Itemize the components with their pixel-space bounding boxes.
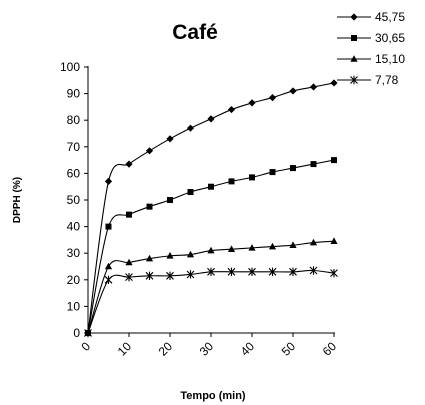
y-tick-label: 40 (67, 220, 81, 234)
data-point (207, 115, 215, 123)
x-tick-label: 10 (115, 339, 135, 359)
data-point (105, 223, 112, 230)
data-point (330, 268, 338, 278)
data-point (208, 183, 214, 190)
x-axis-label: Tempo (min) (180, 390, 246, 402)
series-line (87, 240, 335, 334)
y-tick-label: 20 (67, 273, 81, 287)
data-point (207, 246, 215, 254)
y-tick-label: 10 (67, 299, 81, 313)
x-tick-label: 60 (320, 339, 340, 359)
legend-label: 30,65 (375, 31, 405, 45)
data-point (104, 177, 113, 185)
data-point (249, 174, 255, 181)
y-tick-label: 80 (67, 113, 81, 127)
data-point (104, 262, 113, 270)
x-tick-label: 30 (197, 339, 217, 359)
legend: 45,75 30,65 15,10 7,78 (337, 10, 405, 87)
data-point (268, 267, 277, 277)
data-point (330, 237, 338, 245)
y-tick-label: 90 (67, 87, 81, 101)
series-line (87, 269, 335, 334)
data-point (309, 83, 318, 91)
data-point (207, 267, 215, 277)
data-point (166, 252, 174, 259)
series-45,75 (84, 79, 338, 337)
data-point (289, 241, 297, 249)
legend-item: 7,78 (337, 73, 399, 87)
data-point (186, 250, 195, 258)
y-tick-label: 100 (60, 60, 80, 74)
data-point (166, 271, 174, 281)
data-point (187, 189, 194, 196)
x-tick-label: 50 (279, 339, 299, 359)
data-point (268, 242, 277, 250)
data-point (310, 161, 317, 168)
data-point (331, 157, 337, 164)
data-point (248, 99, 256, 107)
data-point (167, 197, 173, 203)
y-tick-label: 70 (67, 140, 81, 154)
legend-item: 15,10 (337, 52, 405, 66)
data-point (104, 275, 113, 284)
data-point (145, 271, 154, 281)
data-point (125, 258, 133, 266)
series-15,10 (84, 237, 338, 336)
legend-item: 45,75 (337, 10, 405, 24)
y-axis-label: DPPH (%) (12, 177, 23, 223)
series-30,65 (85, 157, 337, 336)
data-point (248, 244, 256, 251)
data-point (126, 211, 132, 218)
y-tick-label: 60 (67, 166, 81, 180)
data-point (269, 169, 276, 176)
data-point (290, 165, 296, 172)
plot-area: 0 10 20 30 40 50 60 70 80 90 100 0 10 20 30 40 50 60 (60, 60, 339, 359)
data-point (227, 105, 236, 114)
data-point (309, 238, 318, 246)
data-point (227, 267, 236, 277)
data-point (145, 147, 154, 155)
legend-marker (350, 55, 358, 62)
legend-label: 15,10 (375, 52, 405, 66)
data-point (145, 254, 154, 262)
x-tick-label: 20 (156, 339, 176, 359)
x-tick-label: 0 (78, 339, 93, 354)
legend-marker (350, 75, 358, 85)
legend-marker (350, 13, 358, 21)
data-point (166, 135, 174, 143)
data-point (125, 160, 133, 168)
data-point (186, 270, 195, 279)
x-tick-label: 40 (238, 339, 258, 359)
y-tick-label: 0 (73, 326, 80, 340)
series-7,78 (84, 266, 338, 338)
chart-title: Café (172, 21, 218, 44)
data-point (125, 272, 133, 282)
data-point (289, 87, 297, 95)
data-point (228, 178, 235, 185)
data-point (227, 245, 236, 253)
data-point (309, 266, 318, 275)
data-point (186, 124, 195, 132)
legend-label: 45,75 (375, 10, 405, 24)
y-tick-label: 30 (67, 246, 81, 260)
data-point (146, 203, 153, 210)
data-point (84, 328, 92, 338)
data-point (268, 93, 277, 102)
data-point (248, 267, 256, 277)
y-tick-label: 50 (67, 193, 81, 207)
legend-label: 7,78 (375, 73, 399, 87)
data-point (330, 79, 338, 87)
legend-marker (351, 35, 357, 41)
legend-item: 30,65 (337, 31, 405, 45)
data-point (289, 267, 297, 277)
